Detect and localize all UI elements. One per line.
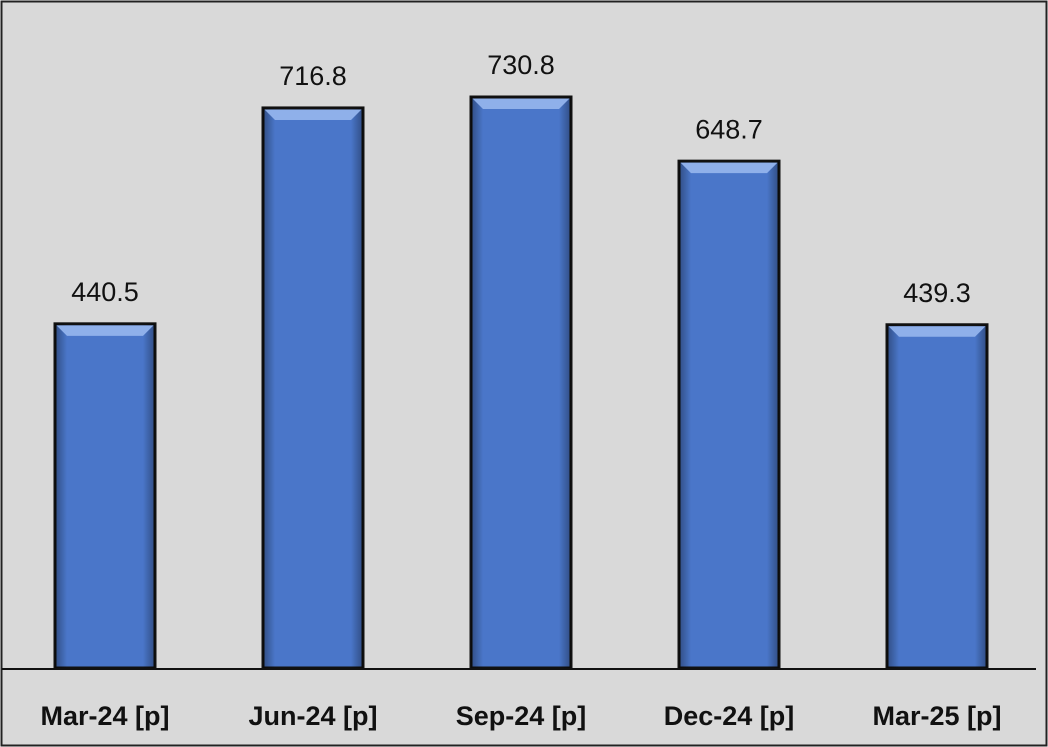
value-label: 440.5	[71, 277, 139, 307]
bar-shade	[55, 323, 155, 668]
x-tick-label: Mar-24 [p]	[40, 701, 169, 731]
x-tick-label: Sep-24 [p]	[456, 701, 587, 731]
bar-bevel	[472, 98, 570, 109]
bar-shade	[263, 107, 363, 668]
value-label: 730.8	[487, 50, 555, 80]
x-tick-label: Dec-24 [p]	[664, 701, 795, 731]
bar-bevel	[264, 109, 362, 120]
value-label: 439.3	[903, 278, 971, 308]
bar-shade	[471, 97, 571, 668]
bar-bevel	[56, 325, 154, 336]
x-tick-label: Mar-25 [p]	[872, 701, 1001, 731]
bar-bevel	[680, 162, 778, 174]
value-label: 716.8	[279, 61, 347, 91]
bar-shade	[887, 324, 987, 668]
x-tick-label: Jun-24 [p]	[248, 701, 377, 731]
bar-bevel	[888, 326, 986, 337]
value-label: 648.7	[695, 114, 763, 144]
bar-shade	[679, 161, 779, 668]
